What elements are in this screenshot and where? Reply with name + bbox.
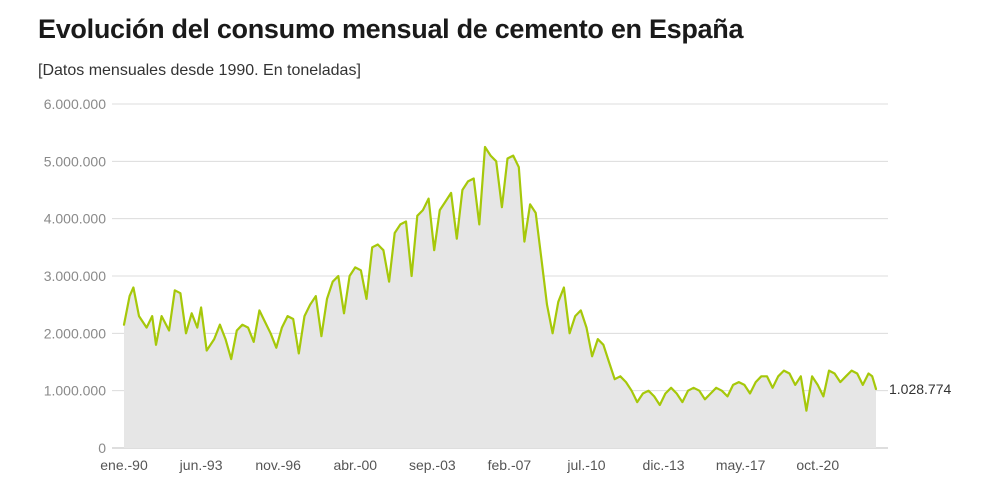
x-tick-label: oct.-20: [796, 457, 839, 473]
y-axis-ticks: 0 1.000.000 2.000.000 3.000.000 4.000.000 5.0…: [44, 96, 107, 456]
y-tick-label: 6.000.000: [44, 96, 106, 112]
x-axis-ticks: ene.-90 jun.-93 nov.-96 abr.-00 sep.-03 feb.-…: [100, 457, 839, 473]
last-value-label: 1.028.774: [889, 381, 951, 397]
x-tick-label: may.-17: [716, 457, 766, 473]
series-line: [122, 145, 878, 412]
chart-title: Evolución del consumo mensual de cemento…: [38, 14, 744, 44]
y-tick-label: 5.000.000: [44, 153, 106, 169]
annotation-layer: 1.028.774: [889, 381, 951, 397]
x-tick-label: jun.-93: [179, 457, 223, 473]
area-layer: [124, 147, 876, 448]
x-tick-label: dic.-13: [643, 457, 685, 473]
chart-subtitle: [Datos mensuales desde 1990. En tonelada…: [38, 62, 361, 79]
y-tick-label: 4.000.000: [44, 211, 106, 227]
y-tick-label: 2.000.000: [44, 325, 106, 341]
x-tick-label: nov.-96: [255, 457, 301, 473]
y-tick-label: 3.000.000: [44, 268, 106, 284]
series-layer: [122, 145, 878, 412]
series-area: [124, 147, 876, 448]
y-tick-label: 1.000.000: [44, 383, 106, 399]
x-tick-label: jul.-10: [566, 457, 605, 473]
y-tick-label: 0: [98, 440, 106, 456]
x-tick-label: ene.-90: [100, 457, 148, 473]
x-tick-label: feb.-07: [488, 457, 532, 473]
x-tick-label: abr.-00: [333, 457, 377, 473]
x-tick-label: sep.-03: [409, 457, 456, 473]
